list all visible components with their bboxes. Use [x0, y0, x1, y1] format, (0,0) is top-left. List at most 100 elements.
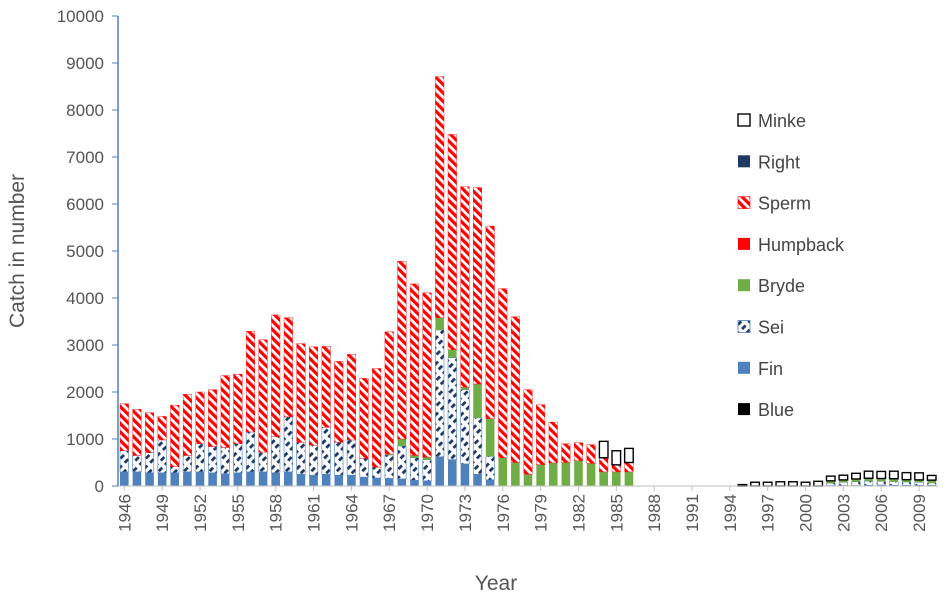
legend: Minke Right Sperm Humpback Bryde Sei Fin Blue — [737, 111, 845, 420]
bar-minke-2009 — [914, 472, 925, 481]
bar-minke-1986 — [623, 447, 634, 464]
bar-sei-1953 — [208, 446, 218, 474]
bar-fin-1968 — [397, 478, 407, 486]
bar-bryde-2009 — [914, 479, 924, 483]
bar-sei-2007 — [889, 481, 899, 486]
bar-sperm-1983 — [586, 444, 596, 464]
x-tick-label: 1946 — [115, 494, 134, 532]
bar-sei-1962 — [321, 426, 331, 475]
bar-fin-1975 — [485, 479, 495, 486]
bar-sperm-1972 — [447, 134, 457, 350]
bar-fin-1951 — [183, 471, 192, 486]
bar-minke-2002 — [825, 475, 836, 482]
bar-minke-2010 — [926, 474, 937, 481]
x-tick-label: 1976 — [494, 494, 513, 532]
bar-minke-2005 — [863, 470, 874, 479]
bar-sei-1947 — [132, 455, 142, 473]
x-tick-label: 2000 — [797, 494, 816, 532]
x-tick-label: 1979 — [532, 494, 551, 532]
bar-fin-1967 — [384, 478, 394, 486]
bar-bryde-1980 — [548, 462, 558, 486]
bar-bryde-2002 — [826, 480, 836, 484]
bar-sei-2002 — [826, 482, 836, 486]
bar-sei-1970 — [422, 459, 432, 482]
bar-fin-1948 — [145, 472, 154, 486]
bar-fin-1959 — [284, 471, 293, 486]
bar-fin-1947 — [132, 471, 142, 486]
bar-fin-1958 — [271, 472, 280, 486]
bar-sei-2006 — [876, 480, 886, 486]
bar-sei-1975 — [485, 456, 495, 481]
bar-sperm-1974 — [473, 187, 483, 385]
x-tick-label: 1967 — [380, 494, 399, 532]
bar-sperm-1968 — [397, 261, 407, 440]
bar-minke-1999 — [787, 481, 798, 487]
bar-bryde-1982 — [574, 460, 583, 486]
bar-bryde-2008 — [902, 479, 911, 483]
bar-minke-1998 — [775, 481, 786, 487]
bar-minke-2004 — [851, 472, 861, 480]
bar-sperm-1965 — [359, 378, 369, 459]
bar-bryde-1968 — [397, 439, 407, 447]
x-tick-label: 1964 — [342, 494, 361, 532]
y-tick-label: 9000 — [66, 54, 104, 73]
legend-label-fin: Fin — [758, 359, 783, 379]
bar-bryde-2004 — [851, 478, 861, 482]
bar-sei-2004 — [851, 481, 861, 486]
x-tick-label: 1958 — [267, 494, 286, 532]
bar-fin-1960 — [296, 474, 306, 486]
bar-fin-1973 — [460, 463, 470, 486]
legend-label-sperm: Sperm — [758, 194, 811, 214]
x-tick-label: 1997 — [759, 494, 778, 532]
x-axis-ticks: 1946 1949 1952 1955 1958 1961 1964 1967 1970 1973… — [115, 486, 929, 532]
legend-swatch-minke — [737, 113, 751, 127]
plot-area — [119, 76, 937, 487]
x-tick-label: 1991 — [683, 494, 702, 532]
bar-bryde-1971 — [435, 317, 444, 330]
bar-bryde-1970 — [422, 457, 432, 460]
y-tick-label: 3000 — [66, 336, 104, 355]
bar-sperm-1966 — [372, 368, 382, 468]
bar-bryde-1984 — [599, 471, 608, 486]
bar-sperm-1975 — [485, 225, 495, 419]
x-tick-label: 1988 — [645, 494, 664, 532]
bar-sei-1963 — [334, 441, 344, 476]
bar-fin-1972 — [448, 459, 457, 486]
legend-swatch-bryde — [738, 279, 750, 292]
bar-sperm-1978 — [523, 389, 533, 475]
bar-sperm-1981 — [561, 443, 571, 463]
bar-bryde-2010 — [927, 480, 936, 483]
bar-bryde-1983 — [586, 463, 596, 486]
bar-sperm-1970 — [422, 292, 432, 458]
legend-label-right: Right — [758, 152, 800, 172]
bar-sperm-1979 — [536, 404, 546, 466]
legend-label-sei: Sei — [758, 318, 784, 338]
bar-bryde-1977 — [511, 462, 520, 486]
bar-sei-1950 — [170, 466, 180, 474]
bar-sperm-1967 — [384, 331, 394, 455]
bar-sei-1965 — [359, 457, 369, 478]
bar-fin-1964 — [347, 475, 356, 486]
bar-fin-1965 — [359, 477, 369, 486]
bar-sei-2008 — [901, 481, 912, 486]
bar-fin-1970 — [422, 480, 432, 486]
bar-sei-1960 — [296, 441, 306, 475]
bar-sperm-1959 — [283, 317, 293, 418]
bar-sei-1964 — [346, 439, 356, 476]
x-tick-label: 1961 — [305, 494, 324, 532]
bar-bryde-1985 — [612, 471, 621, 486]
x-tick-label: 2006 — [872, 494, 891, 532]
bar-sei-1961 — [308, 444, 319, 476]
bar-sperm-1956 — [245, 331, 255, 433]
legend-swatch-right — [738, 155, 750, 168]
bar-bryde-2005 — [864, 478, 873, 482]
bar-minke-2008 — [901, 471, 912, 481]
bar-sperm-1982 — [573, 442, 583, 461]
bar-sperm-1973 — [460, 186, 470, 388]
bar-sperm-1963 — [334, 361, 344, 443]
y-tick-label: 7000 — [66, 148, 104, 167]
bar-minke-2007 — [888, 470, 899, 480]
bar-bryde-1981 — [561, 462, 571, 486]
bar-minke-2006 — [876, 470, 887, 480]
bar-sperm-1955 — [233, 373, 243, 444]
